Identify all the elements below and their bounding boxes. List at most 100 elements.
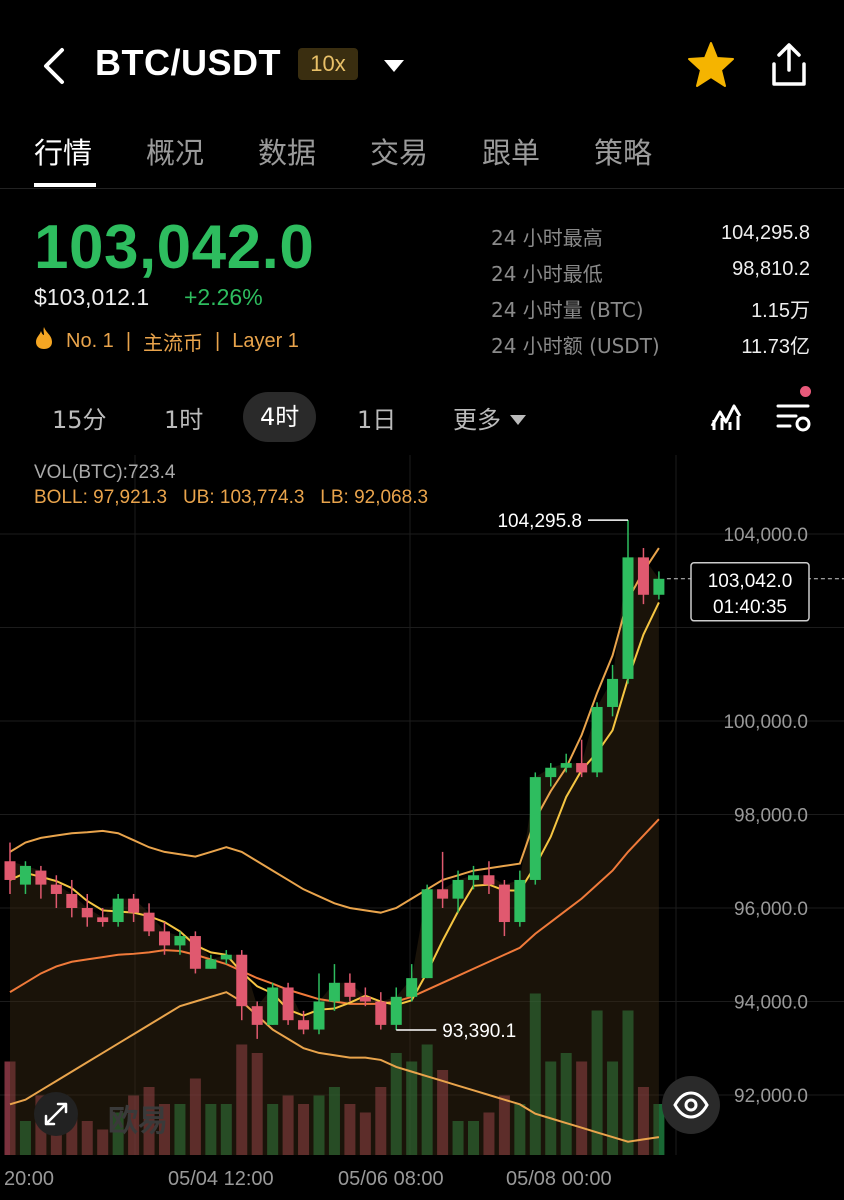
volume-bar — [359, 1112, 371, 1155]
volume-bar — [66, 1112, 78, 1155]
candle-body — [220, 954, 232, 960]
volume-bar — [267, 1104, 279, 1155]
boll-lb: LB: 92,068.3 — [320, 487, 429, 508]
candle-body — [81, 908, 93, 918]
candle-body — [189, 936, 201, 969]
layer-tag[interactable]: Layer 1 — [232, 329, 299, 352]
candle-body — [298, 1020, 310, 1030]
candle-body — [483, 875, 495, 885]
chevron-down-icon[interactable] — [380, 56, 408, 76]
candle-body — [576, 763, 588, 773]
volume-bar — [452, 1121, 464, 1155]
x-axis-tick-label: 05/08 00:00 — [506, 1168, 612, 1190]
volume-bar — [174, 1104, 186, 1155]
separator: | — [125, 329, 132, 352]
candle-body — [637, 557, 649, 595]
current-price-box — [690, 562, 810, 622]
volume-bar — [19, 1121, 31, 1155]
indicator-icon[interactable] — [708, 396, 748, 436]
stat-value-high: 104,295.8 — [721, 222, 810, 244]
candle-body — [359, 996, 371, 1002]
leverage-badge[interactable]: 10x — [298, 48, 358, 80]
volume-bar — [560, 1053, 572, 1155]
pair-title[interactable]: BTC/USDT — [95, 42, 281, 83]
candle-body — [4, 861, 16, 880]
caret-down-icon — [509, 404, 527, 432]
tab-strategy[interactable]: 策略 — [594, 136, 653, 170]
candle-body — [174, 936, 186, 946]
price-change: +2.26% — [184, 284, 263, 310]
candle-body — [514, 879, 526, 923]
interval-1h[interactable]: 1时 — [164, 406, 204, 434]
volume-bar — [406, 1061, 418, 1155]
volume-bar — [344, 1104, 356, 1155]
volume-bar — [251, 1053, 263, 1155]
volume-bar — [622, 1010, 634, 1155]
volume-bar — [112, 1112, 124, 1155]
volume-bar — [159, 1104, 170, 1155]
volume-bar — [220, 1104, 232, 1155]
rank-tag[interactable]: No. 1 — [66, 329, 114, 352]
category-tag[interactable]: 主流币 — [143, 332, 204, 355]
volume-bar — [529, 993, 541, 1155]
candle-body — [328, 982, 340, 1002]
share-icon[interactable] — [766, 40, 812, 90]
volume-bar — [128, 1095, 140, 1155]
stat-label-volume: 24 小时量 (BTC) — [491, 298, 644, 322]
candle-body — [468, 875, 479, 880]
stat-label-low: 24 小时最低 — [491, 262, 603, 286]
tab-bar: 行情 概况 数据 交易 跟单 策略 — [0, 130, 844, 188]
more-label: 更多 — [453, 406, 501, 434]
tab-overview[interactable]: 概况 — [146, 136, 205, 170]
volume-bar — [591, 1010, 603, 1155]
candle-body — [498, 884, 510, 923]
boll-value: BOLL: 97,921.3 — [34, 487, 168, 508]
candle-body — [452, 879, 464, 899]
volume-bar — [97, 1129, 109, 1155]
volume-bar — [298, 1104, 310, 1155]
star-icon[interactable] — [686, 40, 736, 90]
high-price-label: 104,295.8 — [497, 511, 582, 532]
y-axis-tick-label: 94,000.0 — [734, 993, 808, 1014]
volume-bar — [375, 1087, 387, 1155]
tab-trade[interactable]: 交易 — [370, 136, 429, 170]
volume-bar — [498, 1095, 510, 1155]
volume-bar — [390, 1053, 402, 1155]
volume-bar — [328, 1087, 340, 1155]
watermark-logo: 欧易 — [108, 1104, 168, 1139]
separator: | — [215, 329, 221, 352]
volume-bar — [143, 1087, 155, 1155]
current-price-label: 103,042.0 — [708, 571, 793, 592]
tab-market[interactable]: 行情 — [34, 136, 93, 170]
boll-lower-line — [9, 991, 660, 1143]
expand-icon[interactable] — [34, 1092, 78, 1136]
interval-more[interactable]: 更多 — [453, 400, 527, 435]
volume-bar — [576, 1061, 588, 1155]
candle-body — [35, 870, 47, 885]
candle-body — [437, 889, 449, 899]
candle-body — [344, 982, 356, 997]
volume-bar — [81, 1121, 93, 1155]
stat-value-turnover: 11.73亿 — [741, 336, 810, 358]
volume-bar — [437, 1070, 449, 1155]
tab-copy-trading[interactable]: 跟单 — [482, 136, 541, 170]
interval-15m[interactable]: 15分 — [52, 406, 107, 434]
back-arrow-icon[interactable] — [34, 44, 78, 88]
interval-1d[interactable]: 1日 — [357, 406, 397, 434]
volume-bar — [514, 1104, 526, 1155]
tab-data[interactable]: 数据 — [258, 136, 317, 170]
chart-settings-icon[interactable] — [774, 396, 814, 436]
candle-body — [282, 987, 294, 1021]
volume-bar — [205, 1104, 217, 1155]
eye-icon[interactable] — [662, 1076, 720, 1134]
tag-row: No. 1 | 主流币 | Layer 1 — [34, 326, 299, 356]
candle-body — [112, 898, 124, 923]
interval-4h[interactable]: 4时 — [243, 392, 317, 442]
candle-body — [97, 917, 109, 923]
candle-body — [313, 1001, 325, 1030]
y-axis-tick-label: 98,000.0 — [734, 806, 808, 827]
candle-body — [607, 678, 619, 707]
candle-body — [128, 898, 140, 913]
volume-bar — [421, 1044, 433, 1155]
x-axis-tick-label: 05/04 12:00 — [168, 1168, 274, 1190]
